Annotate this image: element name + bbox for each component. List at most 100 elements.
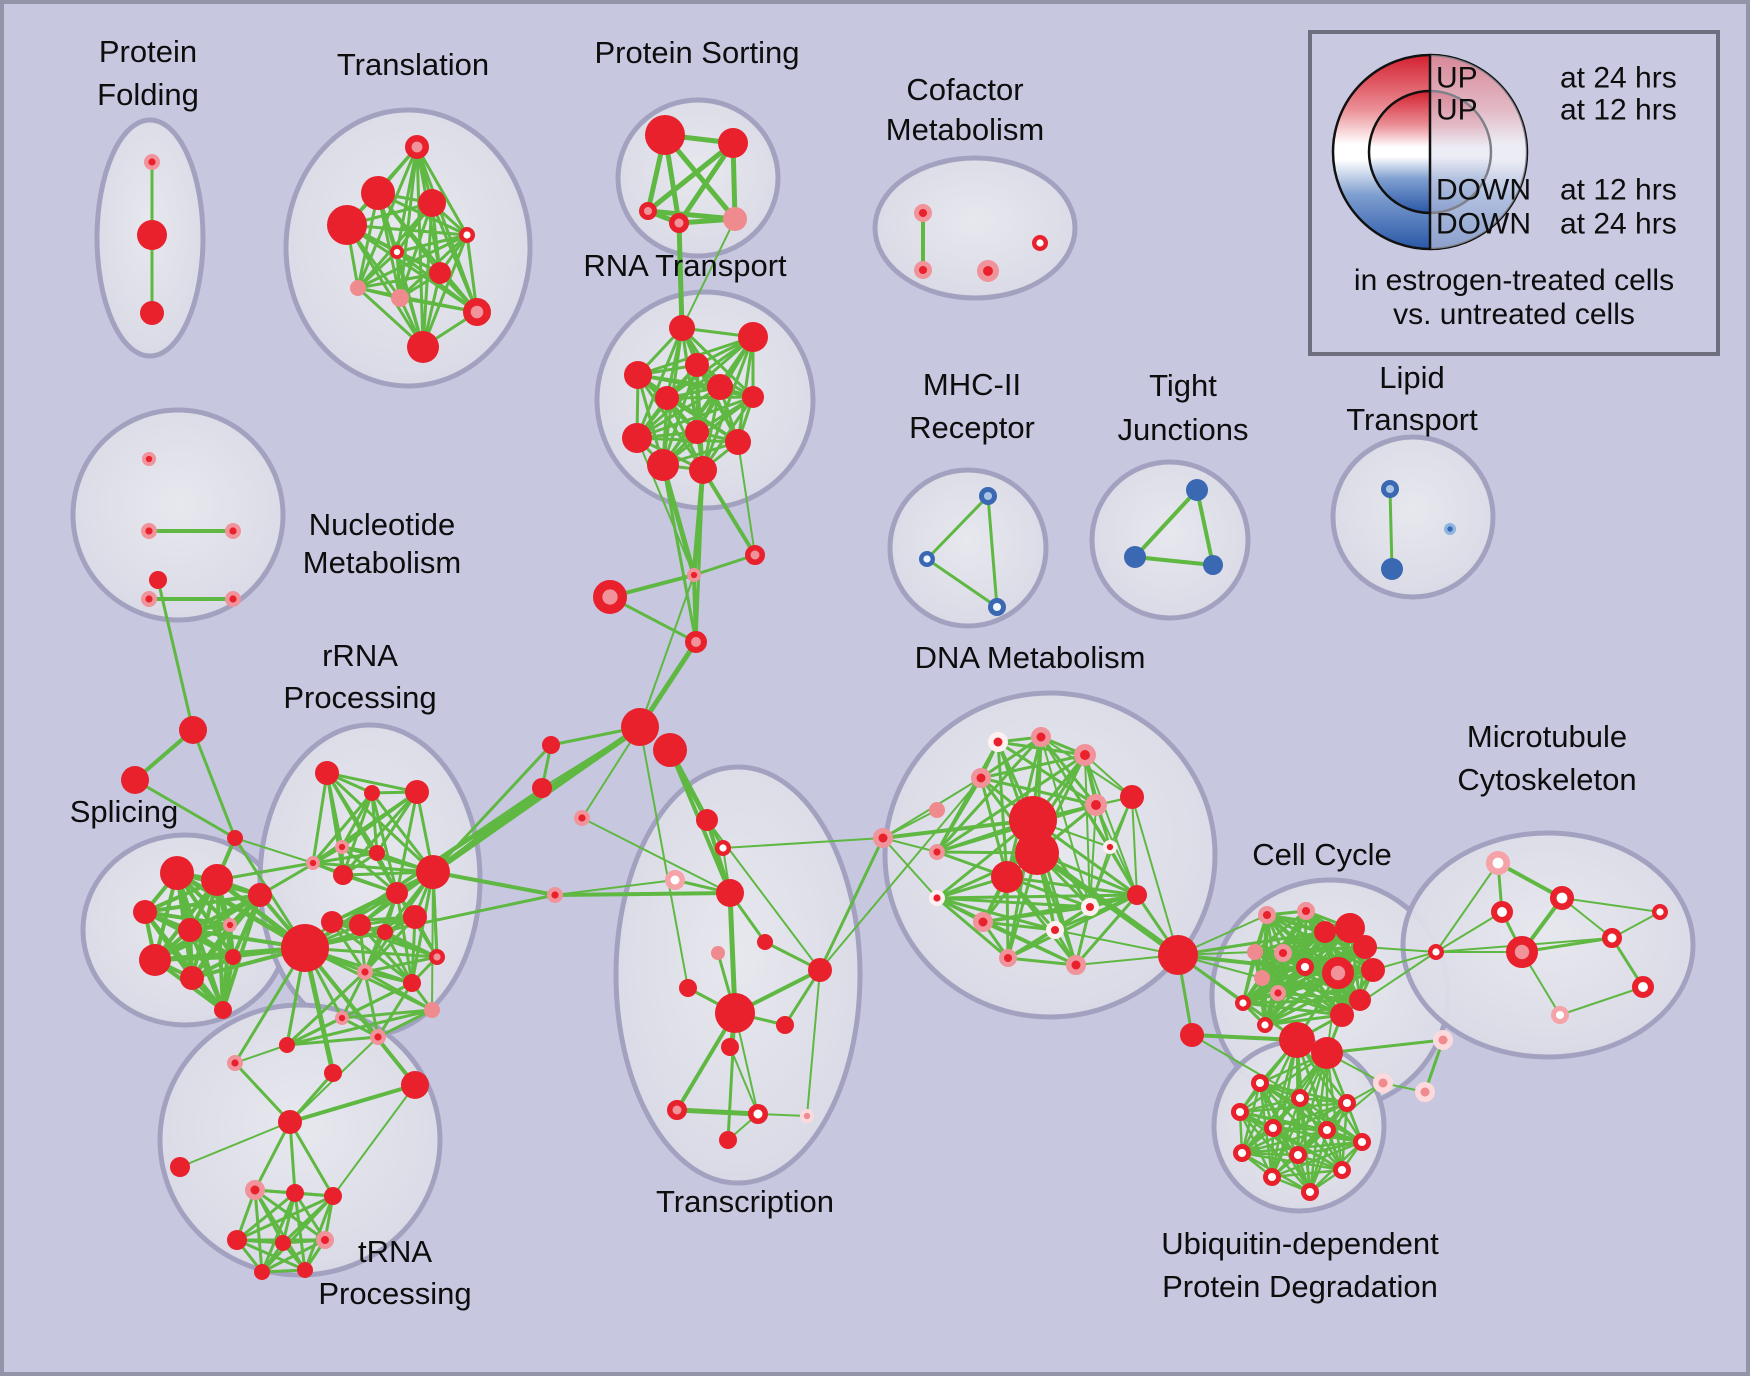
clique-edge [356,250,399,290]
clique-edge [1276,991,1362,1002]
gene-node [971,768,991,788]
legend-caption-line0: in estrogen-treated cells [1354,264,1674,297]
clique-edge [376,981,414,1039]
gene-node [929,844,946,861]
clique-edge [1006,956,1078,967]
clique-edge [1295,1038,1364,1144]
gene-node [1031,727,1051,747]
edge [179,1121,291,1168]
gene-node [278,1110,302,1134]
gene-node [254,1264,270,1280]
cluster-label-cofactor-metabolism-line0: Cofactor [906,72,1023,107]
gene-node [1085,794,1108,817]
edge [1559,986,1644,1016]
edge [553,891,732,897]
gene-node [140,591,157,608]
clique-edge [345,223,425,349]
edge [233,1061,292,1124]
legend-time-0: at 24 hrs [1560,62,1677,95]
gene-node [305,855,320,870]
gene-node [1353,935,1377,959]
gene-node [685,353,709,377]
gene-node [873,828,893,848]
legend-direction-1: UP [1436,94,1478,127]
cluster-bubble-nucleotide-metabolism [70,407,286,623]
gene-node [139,944,171,976]
clique-edge [235,1194,335,1242]
edge [1435,862,1499,953]
gene-node [1124,546,1146,568]
cluster-label-protein-folding-line1: Folding [97,77,199,112]
gene-node [532,778,552,798]
gene-node [1262,1167,1281,1186]
gene-node [667,1100,687,1120]
edge [639,726,689,989]
gene-node [696,809,718,831]
clique-edge [375,790,419,855]
edge [692,573,698,644]
edge [1176,930,1327,957]
legend: UP at 24 hrs UP at 12 hrs DOWN at 12 hrs DOWN a… [1308,30,1720,356]
gene-node [711,946,725,960]
edge [701,468,757,557]
gene-node [679,979,697,997]
legend-caption-line1: vs. untreated cells [1393,298,1635,331]
cluster-label-rna-transport-line0: RNA Transport [583,248,787,283]
gene-node [647,449,679,481]
gene-node [286,1184,304,1202]
gene-node [424,1002,440,1018]
edge [882,837,938,899]
edge [676,220,685,331]
gene-node [418,189,446,217]
cluster-label-splicing-line0: Splicing [70,794,179,829]
edge [819,777,982,971]
clique-edge [996,740,1098,807]
gene-node [403,974,421,992]
gene-node [1256,1017,1273,1034]
gene-node [149,571,167,589]
clique-edge [235,1238,307,1272]
clique-edge [1005,875,1139,897]
edge [1496,861,1564,900]
clique-edge [1040,736,1091,908]
gene-node [748,1104,768,1124]
gene-node [776,1016,794,1034]
cluster-label-tight-junctions-line1: Junctions [1118,412,1249,447]
gene-node [978,487,997,506]
gene-node [1491,901,1514,924]
gene-node [1602,928,1622,948]
cluster-label-translation-line0: Translation [337,47,489,82]
gene-node [334,839,349,854]
clique-edge [1296,1051,1329,1157]
gene-node [1158,935,1198,975]
gene-node [638,202,657,221]
gene-node [738,322,768,352]
edge [1388,487,1394,571]
gene-node [349,914,371,936]
clique-edge [1238,1101,1349,1114]
clique-edge [1270,1140,1364,1179]
gene-node [1349,989,1371,1011]
gene-node [1632,976,1655,999]
gene-node [1433,1030,1453,1050]
gene-node [592,579,627,614]
gene-node [1288,1145,1307,1164]
clique-edge [1260,976,1362,1002]
cluster-bubble-mhc-ii-receptor [887,467,1049,629]
gene-node [1322,957,1355,990]
clique-edge [665,395,755,400]
edge [639,574,695,728]
clique-edge [979,753,1087,780]
gene-node [1254,970,1270,986]
clique-edge [1296,1140,1364,1157]
edge [1133,488,1199,559]
clique-edge [1131,796,1138,896]
gene-node [316,1230,335,1249]
gene-node [1186,479,1208,501]
edge [410,870,435,985]
gene-node [315,761,339,785]
clique-edge [979,776,1098,807]
legend-direction-0: UP [1436,62,1478,95]
gene-node [179,716,207,744]
